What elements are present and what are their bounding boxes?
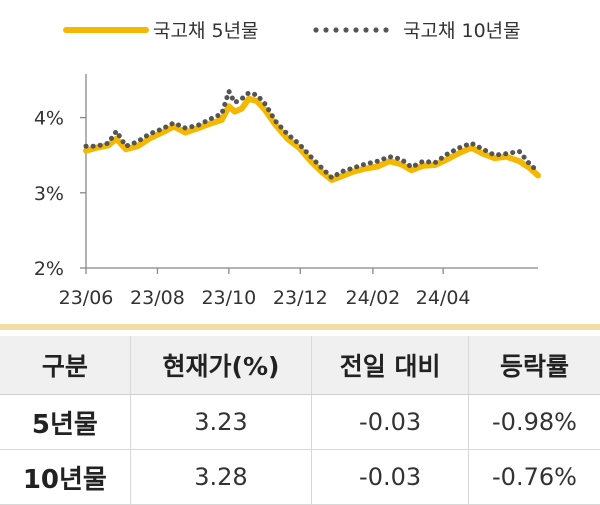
- row-label: 5년물: [0, 394, 131, 450]
- header-rate: 등락률: [467, 336, 600, 395]
- legend-dot: [383, 27, 389, 33]
- row-price: 3.23: [129, 394, 312, 450]
- axes: 2% 3% 4% 23/06 23/08 23/10 23/12 24/02 24/04: [34, 74, 538, 309]
- yield-line-chart: 국고채 5년물 국고채 10년물 2% 3% 4% 23/06 23/08 23/10 23…: [34, 20, 541, 309]
- yield-stats-table: 구분 현재가(%) 전일 대비 등락률 5년물 3.23 -0.03 -0.98…: [0, 336, 600, 505]
- x-tick-label: 24/04: [416, 287, 471, 309]
- legend-dot: [373, 27, 379, 33]
- legend-dot: [323, 27, 329, 33]
- legend-dot: [353, 27, 359, 33]
- series-line-10y: [83, 88, 541, 181]
- table-top-rule: [0, 324, 600, 330]
- legend-dot: [313, 27, 319, 33]
- x-tick-label: 23/06: [59, 287, 114, 309]
- table-row: 5년물 3.23 -0.03 -0.98%: [0, 394, 600, 450]
- legend-dot: [333, 27, 339, 33]
- legend-label-5y: 국고채 5년물: [153, 20, 259, 42]
- legend-dot: [343, 27, 349, 33]
- table-row: 10년물 3.28 -0.03 -0.76%: [0, 449, 600, 505]
- x-tick-label: 24/02: [346, 287, 401, 309]
- legend-dot: [363, 27, 369, 33]
- header-price: 현재가(%): [129, 336, 312, 395]
- row-rate: -0.98%: [467, 394, 600, 450]
- row-change: -0.03: [311, 449, 469, 505]
- header-change: 전일 대비: [311, 336, 469, 395]
- legend: 국고채 5년물 국고채 10년물: [63, 20, 521, 42]
- y-tick-label: 3%: [34, 183, 64, 205]
- table-header-row: 구분 현재가(%) 전일 대비 등락률: [0, 336, 600, 395]
- series-line-5y: [83, 95, 541, 183]
- row-price: 3.28: [129, 449, 312, 505]
- x-tick-label: 23/10: [201, 287, 256, 309]
- row-rate: -0.76%: [467, 449, 600, 505]
- x-tick-label: 23/08: [130, 287, 185, 309]
- legend-swatch-10y: [313, 27, 389, 33]
- y-tick-label: 4%: [34, 108, 64, 130]
- series-10y: [83, 88, 541, 181]
- y-tick-label: 2%: [34, 258, 64, 280]
- legend-label-10y: 국고채 10년물: [403, 20, 521, 42]
- row-change: -0.03: [311, 394, 469, 450]
- x-tick-label: 23/12: [273, 287, 328, 309]
- header-category: 구분: [0, 336, 131, 395]
- row-label: 10년물: [0, 449, 131, 505]
- series-5y: [83, 95, 541, 183]
